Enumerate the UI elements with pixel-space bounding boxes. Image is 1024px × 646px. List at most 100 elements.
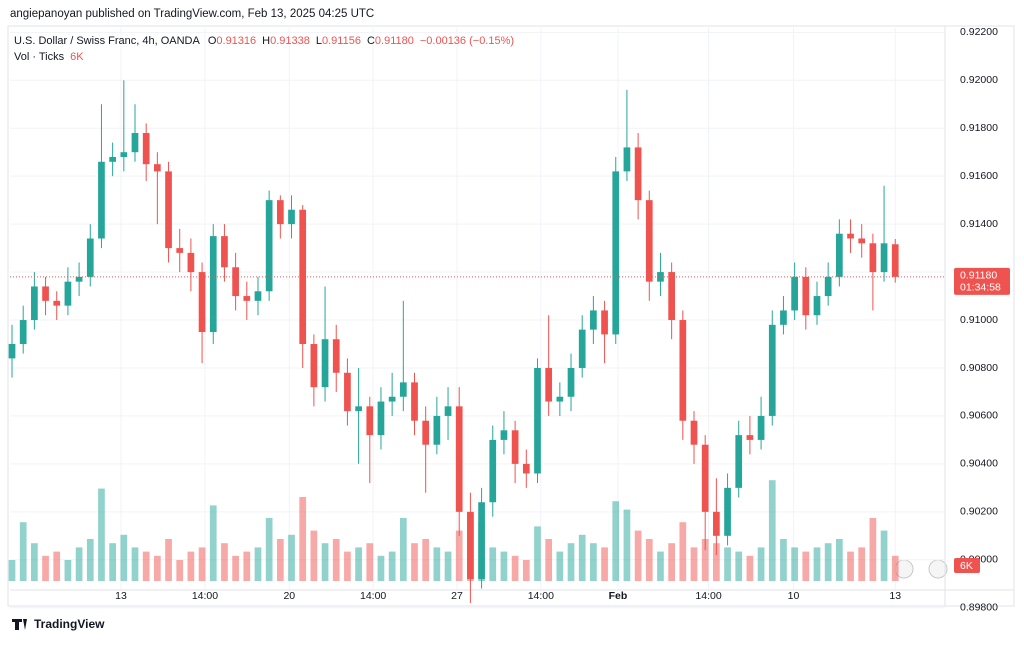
candle-body (75, 276, 83, 282)
y-tick-label: 0.90800 (960, 362, 998, 374)
candle-body (802, 276, 810, 316)
x-tick-label: 10 (788, 590, 800, 602)
volume-bar (221, 543, 228, 581)
volume-bar (780, 539, 787, 581)
volume-bar (276, 539, 284, 581)
candle-body (500, 430, 508, 440)
volume-bar (891, 555, 899, 581)
volume-bar (522, 560, 530, 581)
candle-body (824, 276, 832, 297)
candle-body (835, 233, 843, 277)
flag-icon (928, 559, 948, 579)
x-tick-label: 13 (889, 590, 901, 602)
y-tick-label: 0.91000 (960, 314, 998, 326)
candle-body (724, 487, 731, 536)
candle-body (142, 133, 150, 165)
volume-bar (791, 547, 798, 581)
x-tick-label: Feb (609, 590, 628, 602)
candle-body (8, 344, 16, 359)
candle-body (880, 243, 888, 273)
candle-body (86, 238, 94, 277)
candle-body (657, 272, 664, 282)
candle-body (522, 463, 530, 474)
volume-bar (768, 480, 776, 581)
volume-bar (176, 560, 184, 581)
candle-body (254, 291, 262, 301)
volume-bar (243, 551, 251, 581)
volume-bar (366, 543, 374, 581)
candle-body (332, 339, 340, 373)
volume-bar (813, 547, 821, 581)
candle-body (98, 161, 105, 239)
volume-bar (802, 551, 810, 581)
volume-bar (645, 539, 653, 581)
candle-body (154, 164, 161, 172)
x-tick-label: 20 (283, 590, 295, 602)
volume-bar (601, 547, 608, 581)
candle-body (265, 200, 273, 292)
candle-body (735, 435, 743, 488)
candle-body (813, 296, 821, 316)
volume-tag-value: 6K (960, 560, 973, 572)
volume-bar (545, 539, 553, 581)
volume-bar (679, 522, 687, 581)
y-tick-label: 0.90400 (960, 458, 998, 470)
candle-body (645, 200, 653, 282)
candle-body (377, 401, 385, 436)
volume-bar (578, 534, 586, 581)
volume-bar (835, 539, 843, 581)
volume-bar (209, 505, 217, 581)
candle-body (690, 420, 698, 445)
volume-bar (232, 555, 239, 581)
volume-bar (321, 543, 329, 581)
candle-body (534, 367, 541, 474)
volume-bar (198, 547, 206, 581)
candle-body (355, 406, 362, 412)
candle-body (578, 329, 586, 368)
candle-body (209, 236, 217, 333)
candle-body (701, 444, 709, 512)
volume-bar (64, 560, 72, 581)
candle-body (221, 236, 228, 268)
volume-bar (623, 509, 631, 581)
candle-body (757, 415, 765, 440)
volume-bar (724, 547, 731, 581)
volume-bar (187, 551, 195, 581)
volume-bar (880, 530, 888, 581)
symbol-title: U.S. Dollar / Swiss Franc, 4h, OANDA (14, 35, 200, 47)
volume-bar (53, 551, 61, 581)
candle-body (120, 152, 128, 157)
volume-bar (690, 547, 698, 581)
candle-body (53, 300, 61, 306)
volume-bar (388, 551, 396, 581)
x-tick-label: 14:00 (192, 590, 218, 602)
candle-body (243, 296, 251, 301)
candle-body (276, 200, 284, 225)
candle-body (366, 406, 374, 436)
volume-bar (713, 543, 720, 581)
symbol-legend: U.S. Dollar / Swiss Franc, 4h, OANDA O0.9… (14, 35, 514, 47)
candle-body (64, 281, 72, 306)
volume-bar (399, 518, 407, 581)
ohlc-key: H (262, 35, 270, 47)
candle-body (891, 244, 899, 277)
volume-bar (142, 551, 150, 581)
y-tick-label: 0.90200 (960, 506, 998, 518)
candle-body (19, 320, 27, 345)
volume-bar (858, 547, 866, 581)
candle-body (42, 286, 49, 301)
x-tick-label: 27 (451, 590, 463, 602)
volume-bar (422, 539, 430, 581)
ohlc-key: C (367, 35, 375, 47)
volume-bar (288, 534, 295, 581)
footer-brand: TradingView (34, 617, 105, 631)
price-tag-value: 0.91180 (960, 270, 997, 282)
candle-body (288, 209, 295, 225)
candle-body (187, 252, 195, 273)
volume-bar (668, 543, 675, 581)
y-tick-label: 0.92200 (960, 26, 998, 38)
volume-bar (19, 522, 27, 581)
volume-bar (590, 543, 597, 581)
